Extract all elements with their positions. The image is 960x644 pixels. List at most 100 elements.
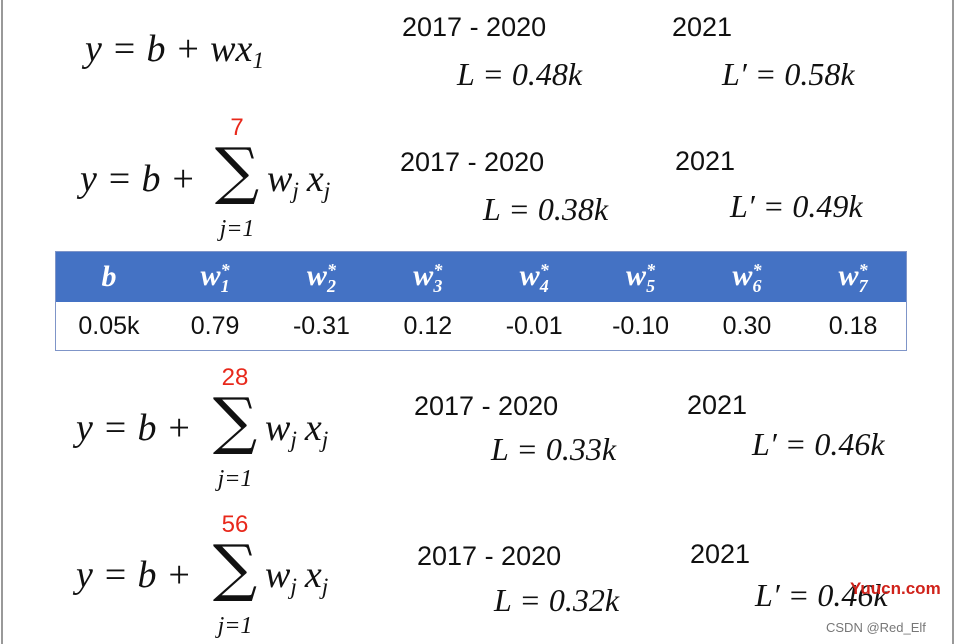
header-symbol: w (519, 259, 540, 293)
term-sub: j (290, 574, 297, 601)
header-symbol: w (413, 259, 434, 293)
header-row: b w * 1 w * 2 w * 3 w * 4 w * 5 w * 6 w * 7 (55, 251, 907, 302)
term-sub: j (290, 427, 297, 454)
header-sub: 7 (858, 276, 868, 297)
sum-upper: 56 (221, 511, 249, 538)
header-scripts: * 3 (433, 260, 443, 297)
header-scripts: * 2 (326, 260, 336, 297)
train-loss: L = 0.32k (494, 582, 620, 618)
header-symbol: w (626, 259, 647, 293)
test-loss: L′ = 0.46k (752, 426, 885, 462)
sum-symbol: ∑ (212, 384, 258, 457)
header-sub: 3 (433, 276, 443, 297)
value-cell: -0.01 (505, 311, 563, 340)
test-loss: L′ = 0.46k (755, 577, 888, 613)
sum-symbol: ∑ (214, 134, 260, 207)
header-symbol: w (306, 259, 327, 293)
header-scripts: * 5 (646, 260, 656, 297)
header-sup: * (220, 260, 230, 281)
header-sub: 6 (752, 276, 762, 297)
term-base: x (306, 158, 324, 200)
value-cell: 0.12 (403, 311, 453, 340)
header-symbol: w (732, 259, 753, 293)
summand: wj xj (265, 556, 328, 600)
header-sup: * (752, 260, 762, 281)
watermark: CSDN @Red_Elf (826, 620, 926, 635)
train-period: 2017 - 2020 (417, 541, 562, 571)
frame-right (952, 0, 954, 644)
term-sub: j (321, 574, 329, 601)
header-cell: w * 7 (800, 251, 907, 302)
header-sub: 5 (646, 276, 656, 297)
term-base: w (267, 158, 293, 200)
header-symbol: w (200, 259, 221, 293)
header-sup: * (433, 260, 443, 281)
formula-lhs: y = b + (85, 28, 211, 70)
header-sup: * (326, 260, 336, 281)
train-period: 2017 - 2020 (414, 391, 559, 421)
test-loss: L′ = 0.49k (730, 188, 863, 224)
test-period: 2021 (672, 12, 733, 42)
header-cell: w * 1 (161, 251, 269, 302)
test-loss: L′ = 0.58k (722, 56, 855, 92)
header-scripts: * 1 (220, 260, 230, 297)
term-sub: j (292, 178, 299, 205)
sum-lower: j=1 (217, 466, 253, 492)
value-cell: 0.05k (78, 311, 140, 340)
header-symbol: w (838, 259, 859, 293)
sum-symbol: ∑ (212, 531, 258, 604)
header-cell: w * 5 (587, 251, 694, 302)
header-cell: w * 4 (481, 251, 588, 302)
frame-left (1, 0, 3, 644)
term-base: wx (210, 28, 253, 70)
formula: y = b + wx1 (85, 30, 264, 74)
train-loss: L = 0.48k (457, 56, 583, 92)
term-base: x (304, 407, 322, 449)
header-sub: 2 (326, 276, 336, 297)
weights-table: b w * 1 w * 2 w * 3 w * 4 w * 5 w * 6 w * 7 0.05k 0.79 -0.31 0.1… (55, 251, 907, 351)
value-cell: 0.18 (828, 311, 878, 340)
header-sub: 1 (220, 276, 230, 297)
test-period: 2021 (690, 539, 751, 569)
header-cell: b (55, 251, 162, 302)
sum-lower: j=1 (217, 613, 253, 639)
header-sub: 4 (539, 276, 549, 297)
formula: y = b + (76, 409, 192, 447)
term-sub: j (323, 178, 331, 205)
term-base: w (265, 554, 291, 596)
formula: y = b + (76, 556, 192, 594)
train-period: 2017 - 2020 (402, 12, 547, 42)
header-scripts: * 6 (752, 260, 762, 297)
header-scripts: * 4 (539, 260, 549, 297)
term-base: w (265, 407, 291, 449)
value-row: 0.05k 0.79 -0.31 0.12 -0.01 -0.10 0.30 0.18 (56, 302, 907, 351)
header-sup: * (646, 260, 656, 281)
value-cell: -0.31 (292, 311, 350, 340)
header-cell: w * 6 (693, 251, 801, 302)
header-sup: * (539, 260, 549, 281)
value-cell: -0.10 (612, 311, 670, 340)
summand: wj xj (267, 160, 330, 204)
sum-upper: 28 (221, 364, 249, 391)
header-symbol: b (101, 260, 117, 293)
term-base: x (304, 554, 322, 596)
watermark: Yuucn.com (850, 579, 941, 598)
value-cell: 0.79 (190, 311, 240, 340)
term-sub: j (321, 427, 329, 454)
value-cell: 0.30 (722, 311, 772, 340)
train-loss: L = 0.33k (491, 431, 617, 467)
formula-lhs: y = b + (76, 554, 192, 596)
sum-upper: 7 (230, 114, 244, 141)
sum-lower: j=1 (219, 216, 255, 242)
header-scripts: * 7 (858, 260, 868, 297)
header-cell: w * 3 (374, 251, 481, 302)
header-sup: * (858, 260, 868, 281)
formula-lhs: y = b + (76, 407, 192, 449)
test-period: 2021 (687, 390, 748, 420)
formula-lhs: y = b + (80, 158, 196, 200)
summand: wj xj (265, 409, 328, 453)
term-sub: 1 (252, 48, 265, 75)
train-period: 2017 - 2020 (400, 147, 545, 177)
formula: y = b + (80, 160, 196, 198)
